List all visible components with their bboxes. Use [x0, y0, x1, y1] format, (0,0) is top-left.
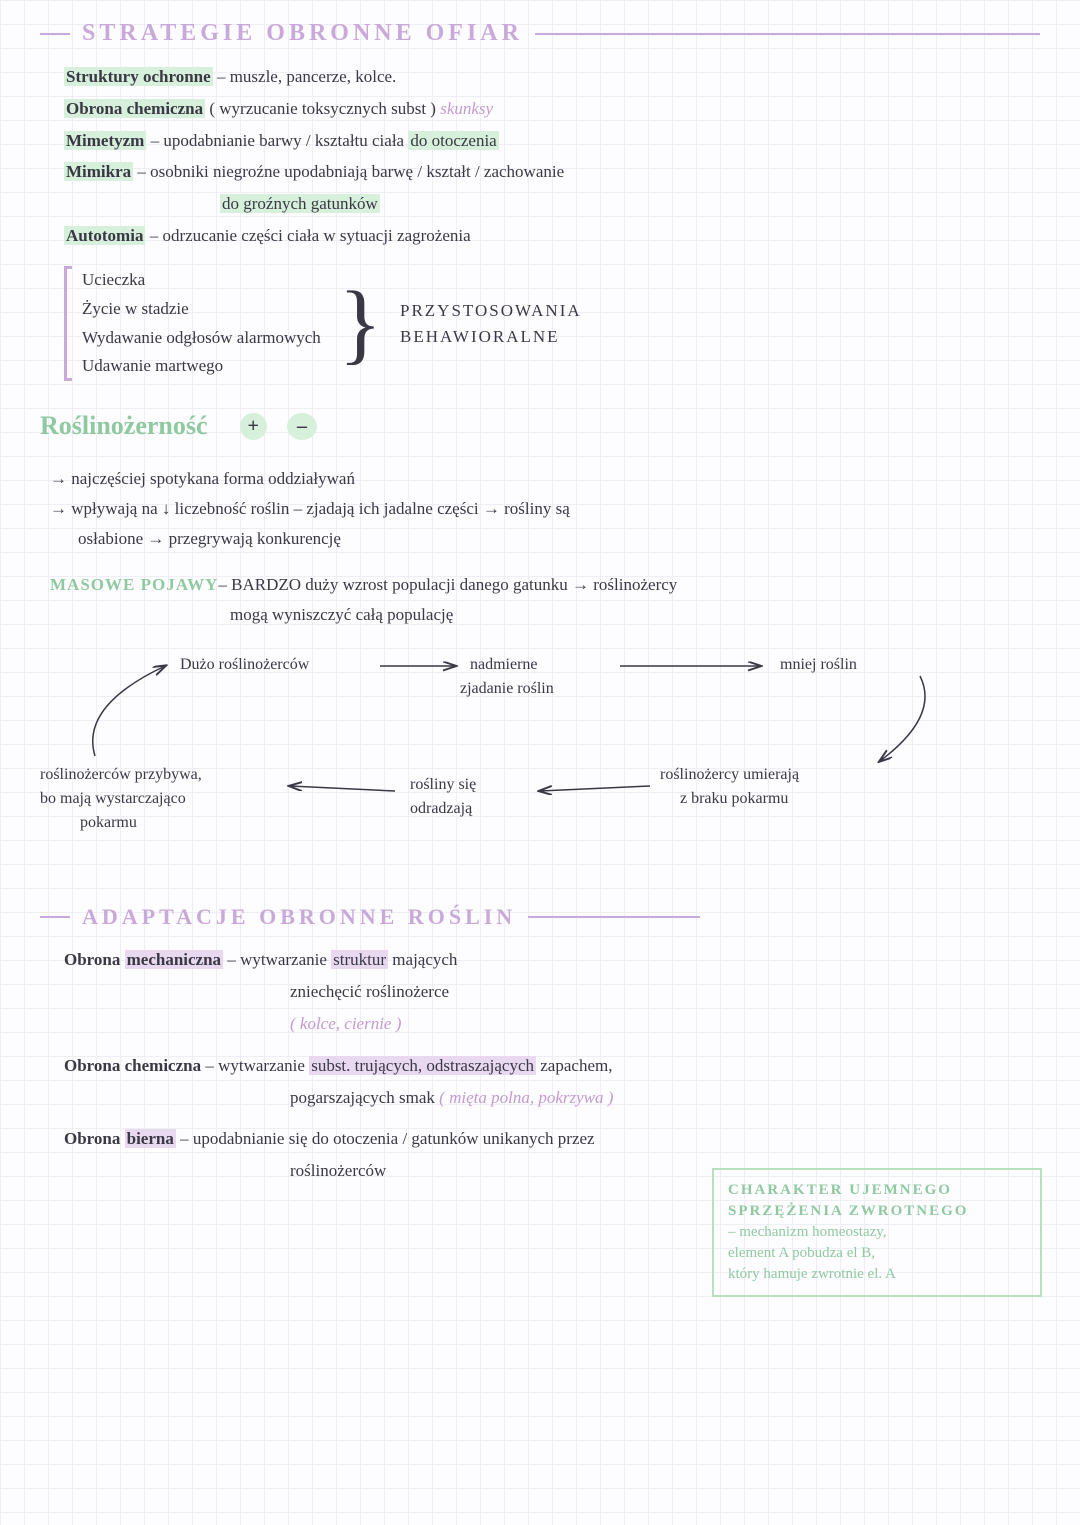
s3-d3b: – upodabnianie się do otoczenia / gatunk…	[176, 1129, 595, 1148]
s2-mp2: mogą wyniszczyć całą populację	[230, 603, 1040, 627]
callout-b1: – mechanizm homeostazy,	[728, 1222, 1026, 1243]
section2-title-row: Roślinożerność + –	[40, 411, 1040, 441]
title-line-left	[40, 33, 70, 35]
bracket-i4: Udawanie martwego	[82, 352, 321, 381]
brace-icon: }	[339, 288, 382, 360]
section3-title-row: ADAPTACJE OBRONNE ROŚLIN	[40, 904, 700, 930]
s3-d1c: zniechęcić roślinożerce	[290, 980, 1040, 1004]
s1-l5-term: Autotomia	[64, 226, 145, 245]
s1-l3-hl: do otoczenia	[408, 131, 498, 150]
cycle-arrows	[40, 646, 1040, 876]
bracket-left-icon	[64, 266, 72, 382]
s3-d2a: Obrona chemiczna	[64, 1056, 201, 1075]
bracket-items: Ucieczka Życie w stadzie Wydawanie odgło…	[82, 266, 321, 382]
section1-title: STRATEGIE OBRONNE OFIAR	[82, 20, 523, 47]
mp-label: MASOWE POJAWY	[50, 575, 218, 594]
s3-d1a: Obrona	[64, 950, 125, 969]
s1-l3-term: Mimetyzm	[64, 131, 146, 150]
s1-line3: Mimetyzm – upodabnianie barwy / kształtu…	[64, 129, 1040, 153]
s1-line4b: do groźnych gatunków	[220, 192, 1040, 216]
s1-l2-term: Obrona chemiczna	[64, 99, 205, 118]
s3-d2c: pogarszających smak	[290, 1088, 439, 1107]
s1-l5-rest: – odrzucanie części ciała w sytuacji zag…	[145, 226, 470, 245]
plus-badge: +	[240, 413, 267, 440]
s1-l4-rest: – osobniki niegroźne upodabniają barwę /…	[133, 162, 564, 181]
brace-label: PRZYSTOSOWANIA BEHAWIORALNE	[400, 298, 582, 349]
s3-d1b2: struktur	[331, 950, 388, 969]
mp-text: – BARDZO duży wzrost populacji danego ga…	[218, 575, 677, 594]
s2-mp: MASOWE POJAWY– BARDZO duży wzrost popula…	[50, 573, 1040, 597]
s3-line-left	[40, 916, 70, 918]
s3-d1b3: mających	[388, 950, 457, 969]
section2-title: Roślinożerność	[40, 411, 208, 441]
s3-d2: Obrona chemiczna – wytwarzanie subst. tr…	[64, 1054, 1040, 1078]
s3-d3a: Obrona	[64, 1129, 125, 1148]
s1-line5: Autotomia – odrzucanie części ciała w sy…	[64, 224, 1040, 248]
callout-box: CHARAKTER UJEMNEGO SPRZĘŻENIA ZWROTNEGO …	[712, 1168, 1042, 1297]
s1-line1: Struktury ochronne – muszle, pancerze, k…	[64, 65, 1040, 89]
s3-d2b: – wytwarzanie	[201, 1056, 309, 1075]
bracket-i3: Wydawanie odgłosów alarmowych	[82, 324, 321, 353]
s1-l1-rest: – muszle, pancerze, kolce.	[213, 67, 397, 86]
brace-label2: BEHAWIORALNE	[400, 324, 582, 350]
s1-l1-term: Struktury ochronne	[64, 67, 213, 86]
s1-l2-ex: skunksy	[440, 99, 493, 118]
callout-b2: element A pobudza el B,	[728, 1243, 1026, 1264]
s1-l3-rest: – upodabnianie barwy / kształtu ciała	[146, 131, 408, 150]
callout-t2: SPRZĘŻENIA ZWROTNEGO	[728, 1201, 1026, 1222]
s1-l4c: do groźnych gatunków	[220, 194, 380, 213]
s1-line2: Obrona chemiczna ( wyrzucanie toksycznyc…	[64, 97, 1040, 121]
bracket-i2: Życie w stadzie	[82, 295, 321, 324]
s3-d2c-row: pogarszających smak ( mięta polna, pokrz…	[290, 1086, 1040, 1110]
s3-d2d: ( mięta polna, pokrzywa )	[439, 1088, 613, 1107]
brace-label1: PRZYSTOSOWANIA	[400, 298, 582, 324]
title-line-right	[535, 33, 1040, 35]
s3-d1b: – wytwarzanie	[223, 950, 331, 969]
callout-b3: który hamuje zwrotnie el. A	[728, 1264, 1026, 1285]
section1-title-row: STRATEGIE OBRONNE OFIAR	[40, 20, 1040, 47]
s1-line4: Mimikra – osobniki niegroźne upodabniają…	[64, 160, 1040, 184]
bracket-i1: Ucieczka	[82, 266, 321, 295]
s2-a2: → wpływają na ↓ liczebność roślin – zjad…	[50, 497, 1040, 521]
s1-l2-rest: ( wyrzucanie toksycznych subst )	[205, 99, 440, 118]
s1-l4-term: Mimikra	[64, 162, 133, 181]
section3-title: ADAPTACJE OBRONNE ROŚLIN	[82, 904, 516, 930]
s3-d2b2: subst. trujących, odstraszających	[309, 1056, 536, 1075]
s3-d1: Obrona mechaniczna – wytwarzanie struktu…	[64, 948, 1040, 972]
s3-d3: Obrona bierna – upodabnianie się do otoc…	[64, 1127, 1040, 1151]
cycle-diagram: Dużo roślinożerców nadmierne zjadanie ro…	[40, 646, 1040, 876]
bracket-block: Ucieczka Życie w stadzie Wydawanie odgło…	[64, 266, 1040, 382]
s3-d2b3: zapachem,	[536, 1056, 612, 1075]
s2-a2b: osłabione → przegrywają konkurencję	[78, 527, 1040, 551]
callout-t1: CHARAKTER UJEMNEGO	[728, 1180, 1026, 1201]
s3-d1a2: mechaniczna	[125, 950, 223, 969]
s3-d1d: ( kolce, ciernie )	[290, 1012, 1040, 1036]
s3-line-right	[528, 916, 700, 918]
minus-badge: –	[287, 413, 317, 440]
s3-d3a2: bierna	[125, 1129, 176, 1148]
s2-a1: → najczęściej spotykana forma oddziaływa…	[50, 467, 1040, 491]
